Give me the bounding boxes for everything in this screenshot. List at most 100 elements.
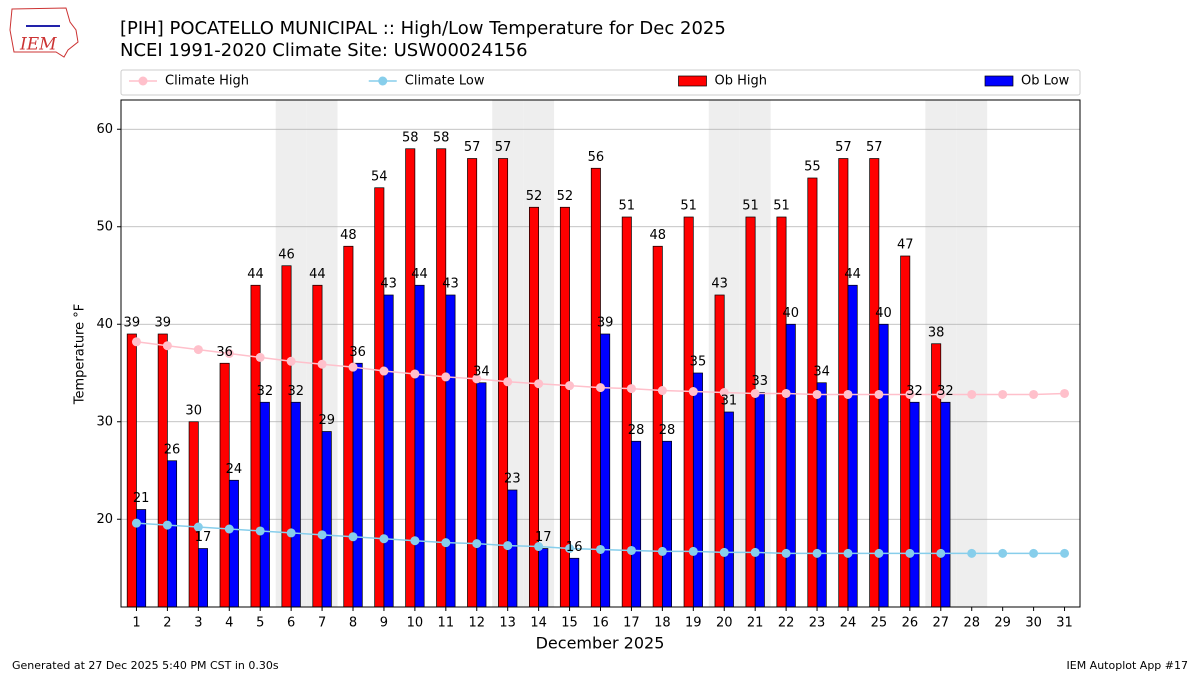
data-label: 32: [257, 384, 274, 399]
line-marker: [503, 377, 513, 387]
bar: [374, 187, 385, 608]
line-marker: [936, 389, 946, 399]
data-label: 54: [371, 169, 388, 184]
bar: [631, 440, 642, 608]
line-marker: [874, 389, 884, 399]
bar: [909, 401, 920, 608]
line-marker: [874, 548, 884, 558]
x-tick-label: 12: [468, 616, 485, 631]
x-tick-label: 13: [499, 616, 516, 631]
line-marker: [750, 388, 760, 398]
line-marker: [131, 337, 141, 347]
data-label: 34: [473, 364, 490, 379]
line-marker: [688, 387, 698, 397]
line-marker: [317, 359, 327, 369]
x-tick-label: 6: [287, 616, 295, 631]
x-tick-label: 30: [1025, 616, 1042, 631]
x-tick-label: 4: [225, 616, 233, 631]
bar: [157, 333, 168, 608]
line-marker: [812, 389, 822, 399]
line-marker: [162, 520, 172, 530]
line-marker: [967, 548, 977, 558]
x-tick-label: 20: [716, 616, 733, 631]
line-marker: [719, 547, 729, 557]
line-marker: [967, 389, 977, 399]
data-label: 46: [278, 247, 295, 262]
line-marker: [1060, 548, 1070, 558]
data-label: 34: [813, 364, 830, 379]
data-label: 51: [680, 199, 697, 214]
line-marker: [719, 388, 729, 397]
x-tick-label: 1: [132, 616, 140, 631]
bar: [538, 548, 549, 608]
line-marker: [565, 381, 575, 391]
x-tick-label: 5: [256, 616, 264, 631]
line-marker: [131, 518, 141, 528]
bar: [776, 216, 787, 608]
line-marker: [317, 530, 327, 540]
bar: [847, 284, 858, 608]
logo: IEM: [9, 7, 79, 58]
data-label: 52: [557, 189, 574, 204]
x-tick-label: 15: [561, 616, 578, 631]
line-marker: [255, 526, 265, 536]
data-label: 32: [937, 384, 954, 399]
bar: [714, 294, 725, 608]
line-marker: [565, 544, 575, 553]
legend-label: Climate High: [165, 74, 249, 89]
x-tick-label: 22: [778, 616, 795, 631]
y-axis-label: Temperature °F: [73, 304, 88, 405]
legend-box: [120, 69, 1081, 96]
data-label: 39: [597, 316, 614, 331]
bar: [126, 333, 137, 608]
bar: [343, 245, 354, 608]
line-marker: [781, 548, 791, 558]
data-label: 32: [906, 384, 923, 399]
data-label: 39: [154, 316, 171, 331]
bar: [414, 284, 425, 608]
data-label: 38: [928, 325, 945, 340]
line-marker: [472, 539, 482, 549]
data-label: 55: [804, 160, 821, 175]
footer-right: IEM Autoplot App #17: [1067, 659, 1189, 672]
data-label: 51: [773, 199, 790, 214]
x-tick-label: 25: [871, 616, 888, 631]
line-marker: [441, 538, 451, 548]
line-marker: [905, 548, 915, 558]
legend-label: Ob High: [715, 74, 768, 89]
line-marker: [781, 388, 791, 398]
data-label: 56: [588, 150, 605, 165]
line-marker: [1029, 389, 1039, 399]
data-label: 30: [185, 403, 202, 418]
x-tick-label: 23: [809, 616, 826, 631]
x-tick-label: 24: [840, 616, 857, 631]
line-marker: [441, 372, 451, 382]
shaded-day: [956, 100, 988, 607]
bar: [785, 323, 796, 608]
data-label: 28: [659, 423, 676, 438]
line-marker: [843, 389, 853, 399]
legend-label: Ob Low: [1021, 74, 1070, 89]
data-label: 51: [619, 199, 636, 214]
bar: [662, 440, 673, 608]
data-label: 44: [309, 267, 326, 282]
logo-text: IEM: [19, 35, 57, 55]
x-tick-label: 18: [654, 616, 671, 631]
data-label: 35: [690, 355, 707, 370]
x-tick-label: 29: [994, 616, 1011, 631]
bar: [878, 323, 889, 608]
data-label: 57: [866, 140, 883, 155]
line-marker: [688, 546, 698, 556]
data-label: 26: [164, 442, 181, 457]
line-marker: [1029, 548, 1039, 558]
data-label: 32: [288, 384, 305, 399]
x-tick-label: 27: [933, 616, 950, 631]
data-label: 47: [897, 238, 914, 253]
x-tick-label: 2: [163, 616, 171, 631]
line-marker: [193, 345, 203, 355]
data-label: 24: [226, 462, 243, 477]
line-marker: [224, 524, 234, 534]
legend-swatch: [984, 75, 1014, 87]
chart-title: [PIH] POCATELLO MUNICIPAL :: High/Low Te…: [120, 18, 726, 39]
bar: [290, 401, 301, 608]
